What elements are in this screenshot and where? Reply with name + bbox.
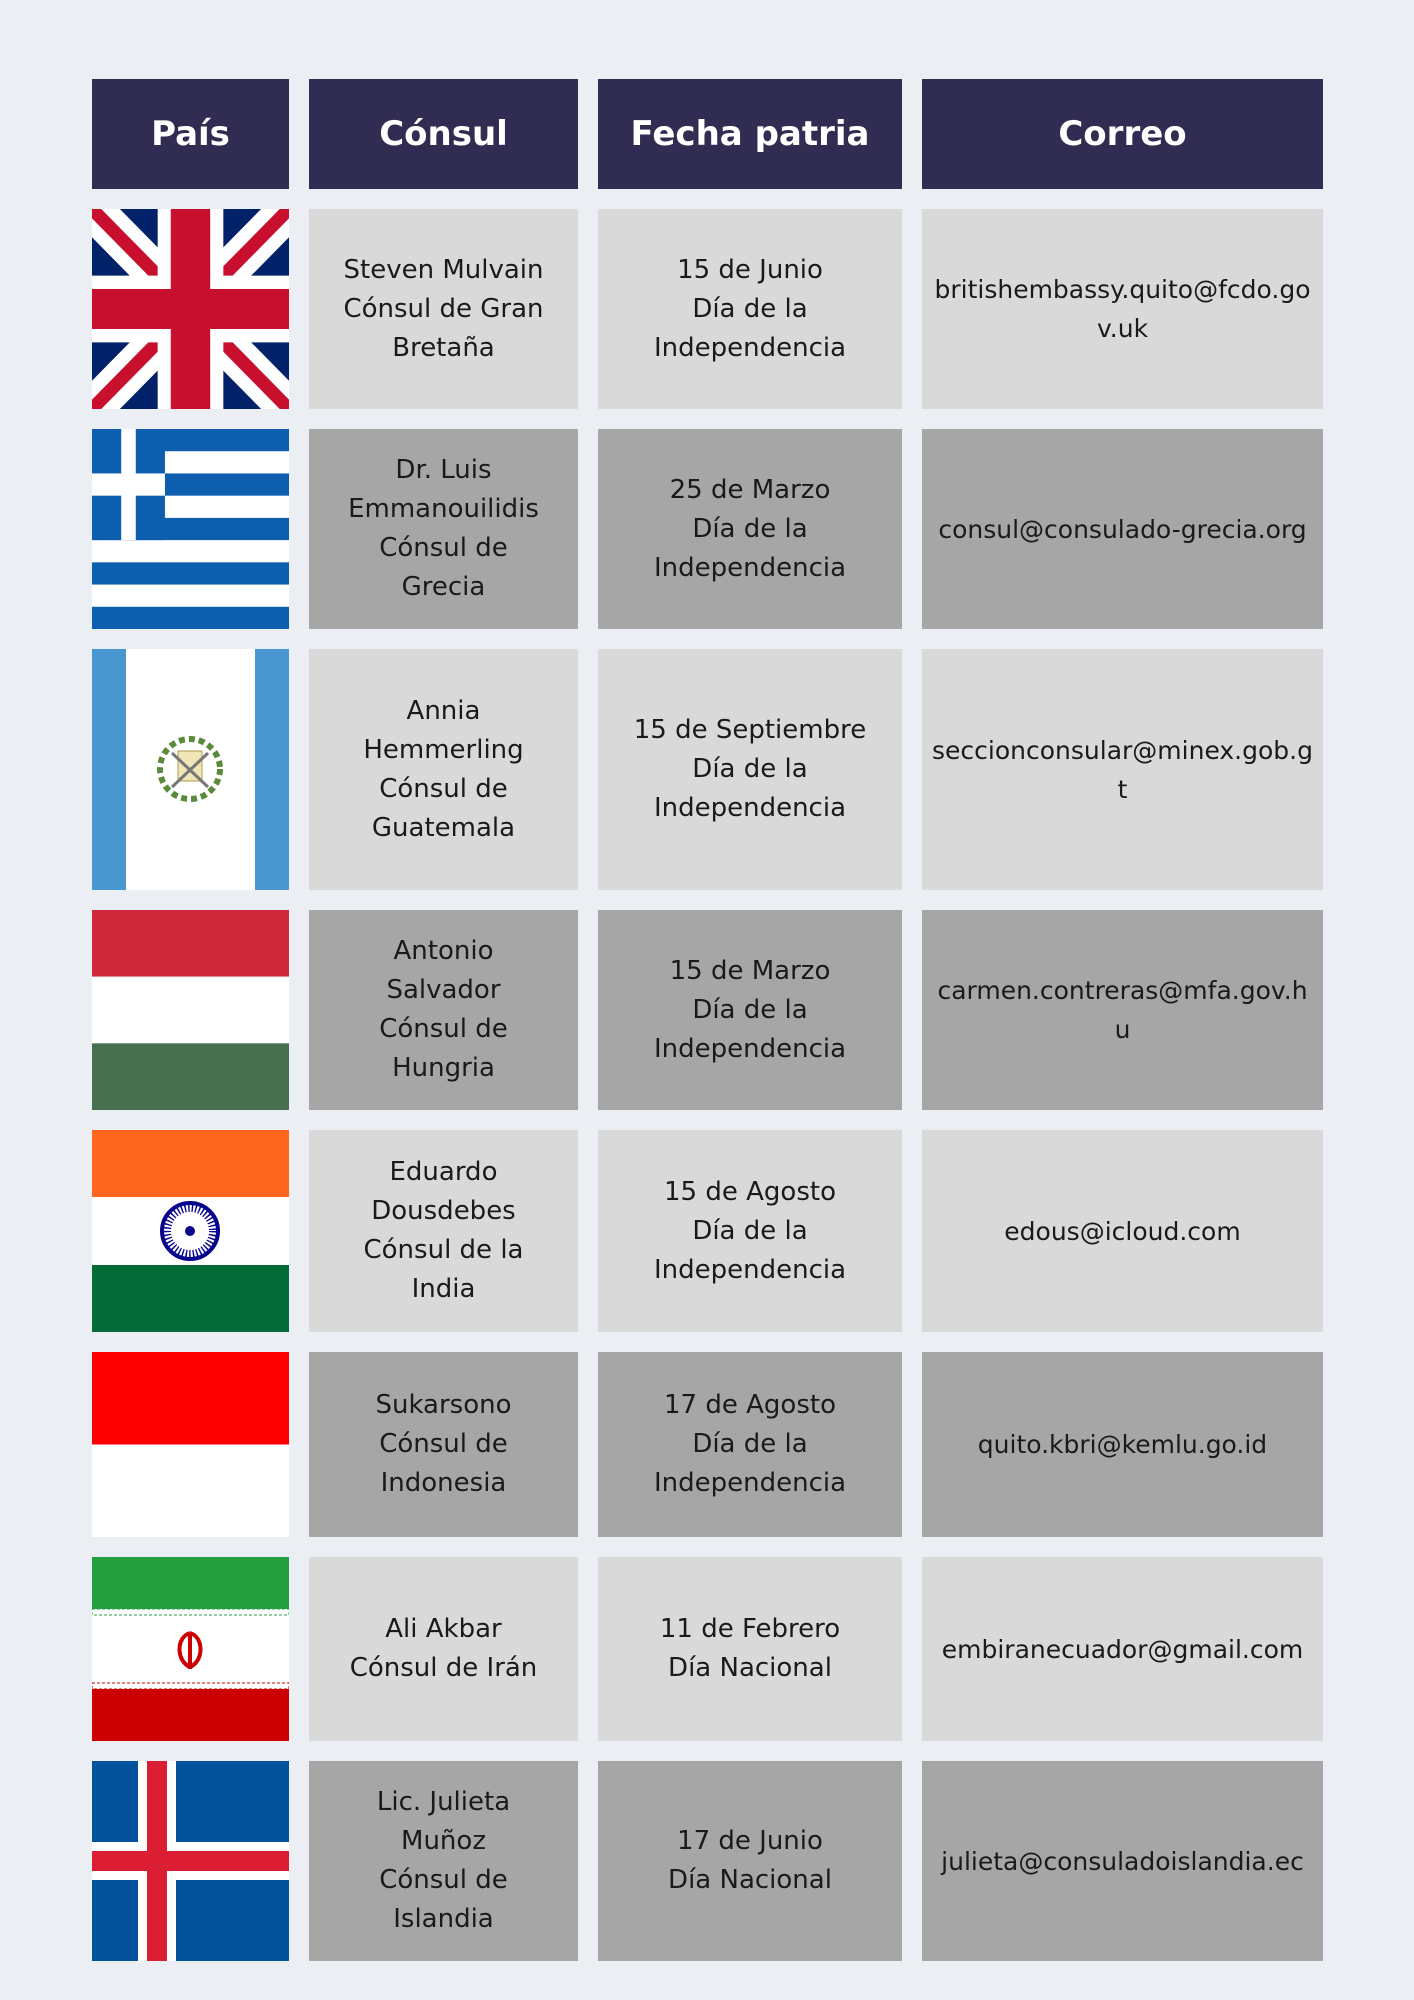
hungary-flag-icon	[92, 910, 289, 1110]
correo-cell[interactable]: carmen.contreras@mfa.gov.hu	[922, 910, 1323, 1110]
fecha-cell: 15 de Agosto Día de la Independencia	[598, 1130, 902, 1332]
fecha-cell: 25 de Marzo Día de la Independencia	[598, 429, 902, 629]
correo-cell[interactable]: edous@icloud.com	[922, 1130, 1323, 1332]
header-consul: Cónsul	[309, 79, 578, 189]
india-flag-icon	[92, 1130, 289, 1332]
iran-flag-icon	[92, 1557, 289, 1741]
greece-flag-icon	[92, 429, 289, 629]
header-fecha: Fecha patria	[598, 79, 902, 189]
header-pais: País	[92, 79, 289, 189]
consul-table: País Cónsul Fecha patria Correo Steven M…	[92, 79, 1323, 1961]
consul-cell: Lic. Julieta Muñoz Cónsul de Islandia	[309, 1761, 578, 1961]
consul-cell: Dr. Luis Emmanouilidis Cónsul de Grecia	[309, 429, 578, 629]
uk-flag-icon	[92, 209, 289, 409]
fecha-cell: 15 de Marzo Día de la Independencia	[598, 910, 902, 1110]
consul-cell: Antonio Salvador Cónsul de Hungria	[309, 910, 578, 1110]
correo-cell[interactable]: embiranecuador@gmail.com	[922, 1557, 1323, 1741]
correo-cell[interactable]: consul@consulado-grecia.org	[922, 429, 1323, 629]
indonesia-flag-icon	[92, 1352, 289, 1537]
consul-cell: Sukarsono Cónsul de Indonesia	[309, 1352, 578, 1537]
fecha-cell: 11 de Febrero Día Nacional	[598, 1557, 902, 1741]
consul-cell: Annia Hemmerling Cónsul de Guatemala	[309, 649, 578, 890]
iceland-flag-icon	[92, 1761, 289, 1961]
correo-cell[interactable]: julieta@consuladoislandia.ec	[922, 1761, 1323, 1961]
header-correo: Correo	[922, 79, 1323, 189]
consul-cell: Steven Mulvain Cónsul de Gran Bretaña	[309, 209, 578, 409]
correo-cell[interactable]: seccionconsular@minex.gob.gt	[922, 649, 1323, 890]
fecha-cell: 17 de Junio Día Nacional	[598, 1761, 902, 1961]
guatemala-flag-icon	[92, 649, 289, 890]
correo-cell[interactable]: quito.kbri@kemlu.go.id	[922, 1352, 1323, 1537]
fecha-cell: 15 de Junio Día de la Independencia	[598, 209, 902, 409]
correo-cell[interactable]: britishembassy.quito@fcdo.gov.uk	[922, 209, 1323, 409]
consul-cell: Ali Akbar Cónsul de Irán	[309, 1557, 578, 1741]
consul-cell: Eduardo Dousdebes Cónsul de la India	[309, 1130, 578, 1332]
fecha-cell: 17 de Agosto Día de la Independencia	[598, 1352, 902, 1537]
fecha-cell: 15 de Septiembre Día de la Independencia	[598, 649, 902, 890]
